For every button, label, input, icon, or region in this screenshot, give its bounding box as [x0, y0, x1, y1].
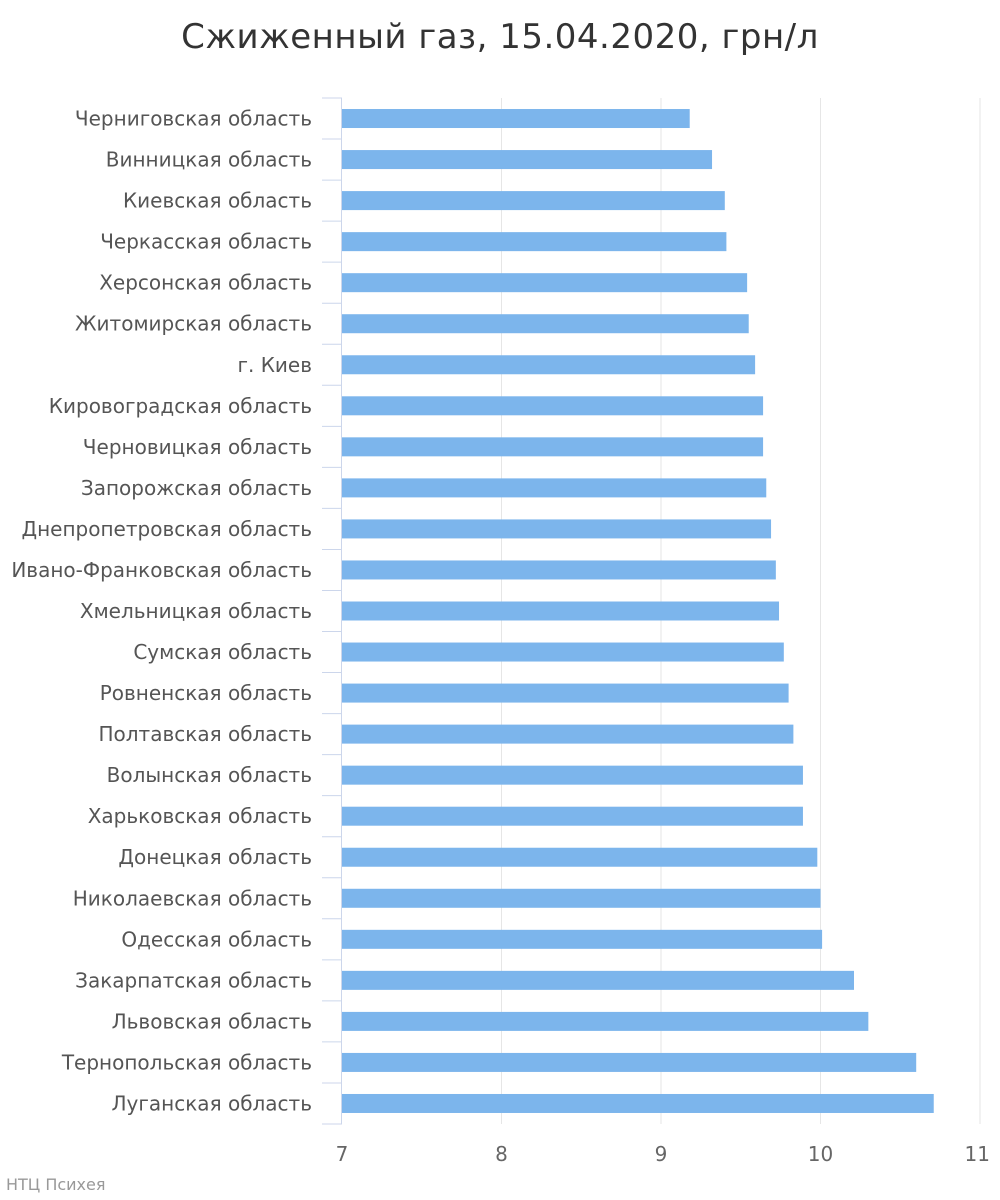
category-label-15: Полтавская область — [98, 722, 312, 746]
credits-label: НТЦ Психея — [6, 1175, 105, 1194]
category-label-16: Волынская область — [107, 763, 312, 787]
category-label-9: Запорожская область — [81, 476, 312, 500]
bar-4 — [342, 273, 748, 293]
category-label-23: Тернопольская область — [61, 1050, 312, 1074]
bar-16 — [342, 765, 803, 785]
category-label-1: Винницкая область — [106, 148, 312, 172]
category-label-8: Черновицкая область — [83, 435, 312, 459]
bar-12 — [342, 601, 780, 621]
category-axis — [322, 97, 342, 1125]
category-label-14: Ровненская область — [100, 681, 312, 705]
category-label-12: Хмельницкая область — [80, 599, 312, 623]
bars — [342, 109, 934, 1113]
bar-20 — [342, 929, 823, 949]
category-label-0: Черниговская область — [75, 107, 312, 131]
x-tick-label-2: 9 — [655, 1142, 668, 1166]
x-tick-label-1: 8 — [495, 1142, 508, 1166]
category-label-21: Закарпатская область — [75, 968, 312, 992]
category-label-6: г. Киев — [237, 353, 312, 377]
category-label-22: Львовская область — [112, 1009, 312, 1033]
bar-11 — [342, 560, 776, 580]
x-tick-label-3: 10 — [808, 1142, 833, 1166]
category-label-17: Харьковская область — [88, 804, 312, 828]
bar-15 — [342, 724, 794, 744]
category-label-11: Ивано-Франковская область — [11, 558, 312, 582]
category-label-20: Одесская область — [121, 927, 312, 951]
bar-3 — [342, 232, 727, 252]
bar-17 — [342, 806, 803, 826]
bar-14 — [342, 683, 789, 703]
chart-title: Сжиженный газ, 15.04.2020, грн/л — [181, 17, 819, 57]
x-tick-label-0: 7 — [336, 1142, 349, 1166]
bar-6 — [342, 355, 756, 375]
bar-9 — [342, 478, 767, 498]
bar-2 — [342, 191, 725, 211]
bar-21 — [342, 970, 854, 990]
category-label-5: Житомирская область — [75, 312, 312, 336]
bar-24 — [342, 1093, 934, 1113]
category-label-24: Луганская область — [112, 1091, 312, 1115]
category-label-10: Днепропетровская область — [21, 517, 312, 541]
bar-22 — [342, 1011, 869, 1031]
category-label-18: Донецкая область — [118, 845, 312, 869]
category-label-2: Киевская область — [123, 189, 312, 213]
bar-18 — [342, 847, 818, 867]
bar-13 — [342, 642, 784, 662]
category-label-7: Кировоградская область — [49, 394, 312, 418]
bar-10 — [342, 519, 772, 539]
bar-0 — [342, 109, 690, 129]
category-label-19: Николаевская область — [73, 886, 312, 910]
category-label-3: Черкасская область — [100, 230, 312, 254]
category-label-13: Сумская область — [133, 640, 312, 664]
bar-1 — [342, 150, 713, 170]
value-axis-labels: 7 8 9 10 11 — [336, 1142, 990, 1166]
bar-19 — [342, 888, 821, 908]
bar-5 — [342, 314, 749, 334]
category-labels: Черниговская область Винницкая область Кие… — [11, 107, 312, 1116]
bar-23 — [342, 1052, 917, 1072]
category-label-4: Херсонская область — [99, 271, 312, 295]
x-tick-label-4: 11 — [965, 1142, 990, 1166]
bar-7 — [342, 396, 764, 416]
bar-8 — [342, 437, 764, 457]
